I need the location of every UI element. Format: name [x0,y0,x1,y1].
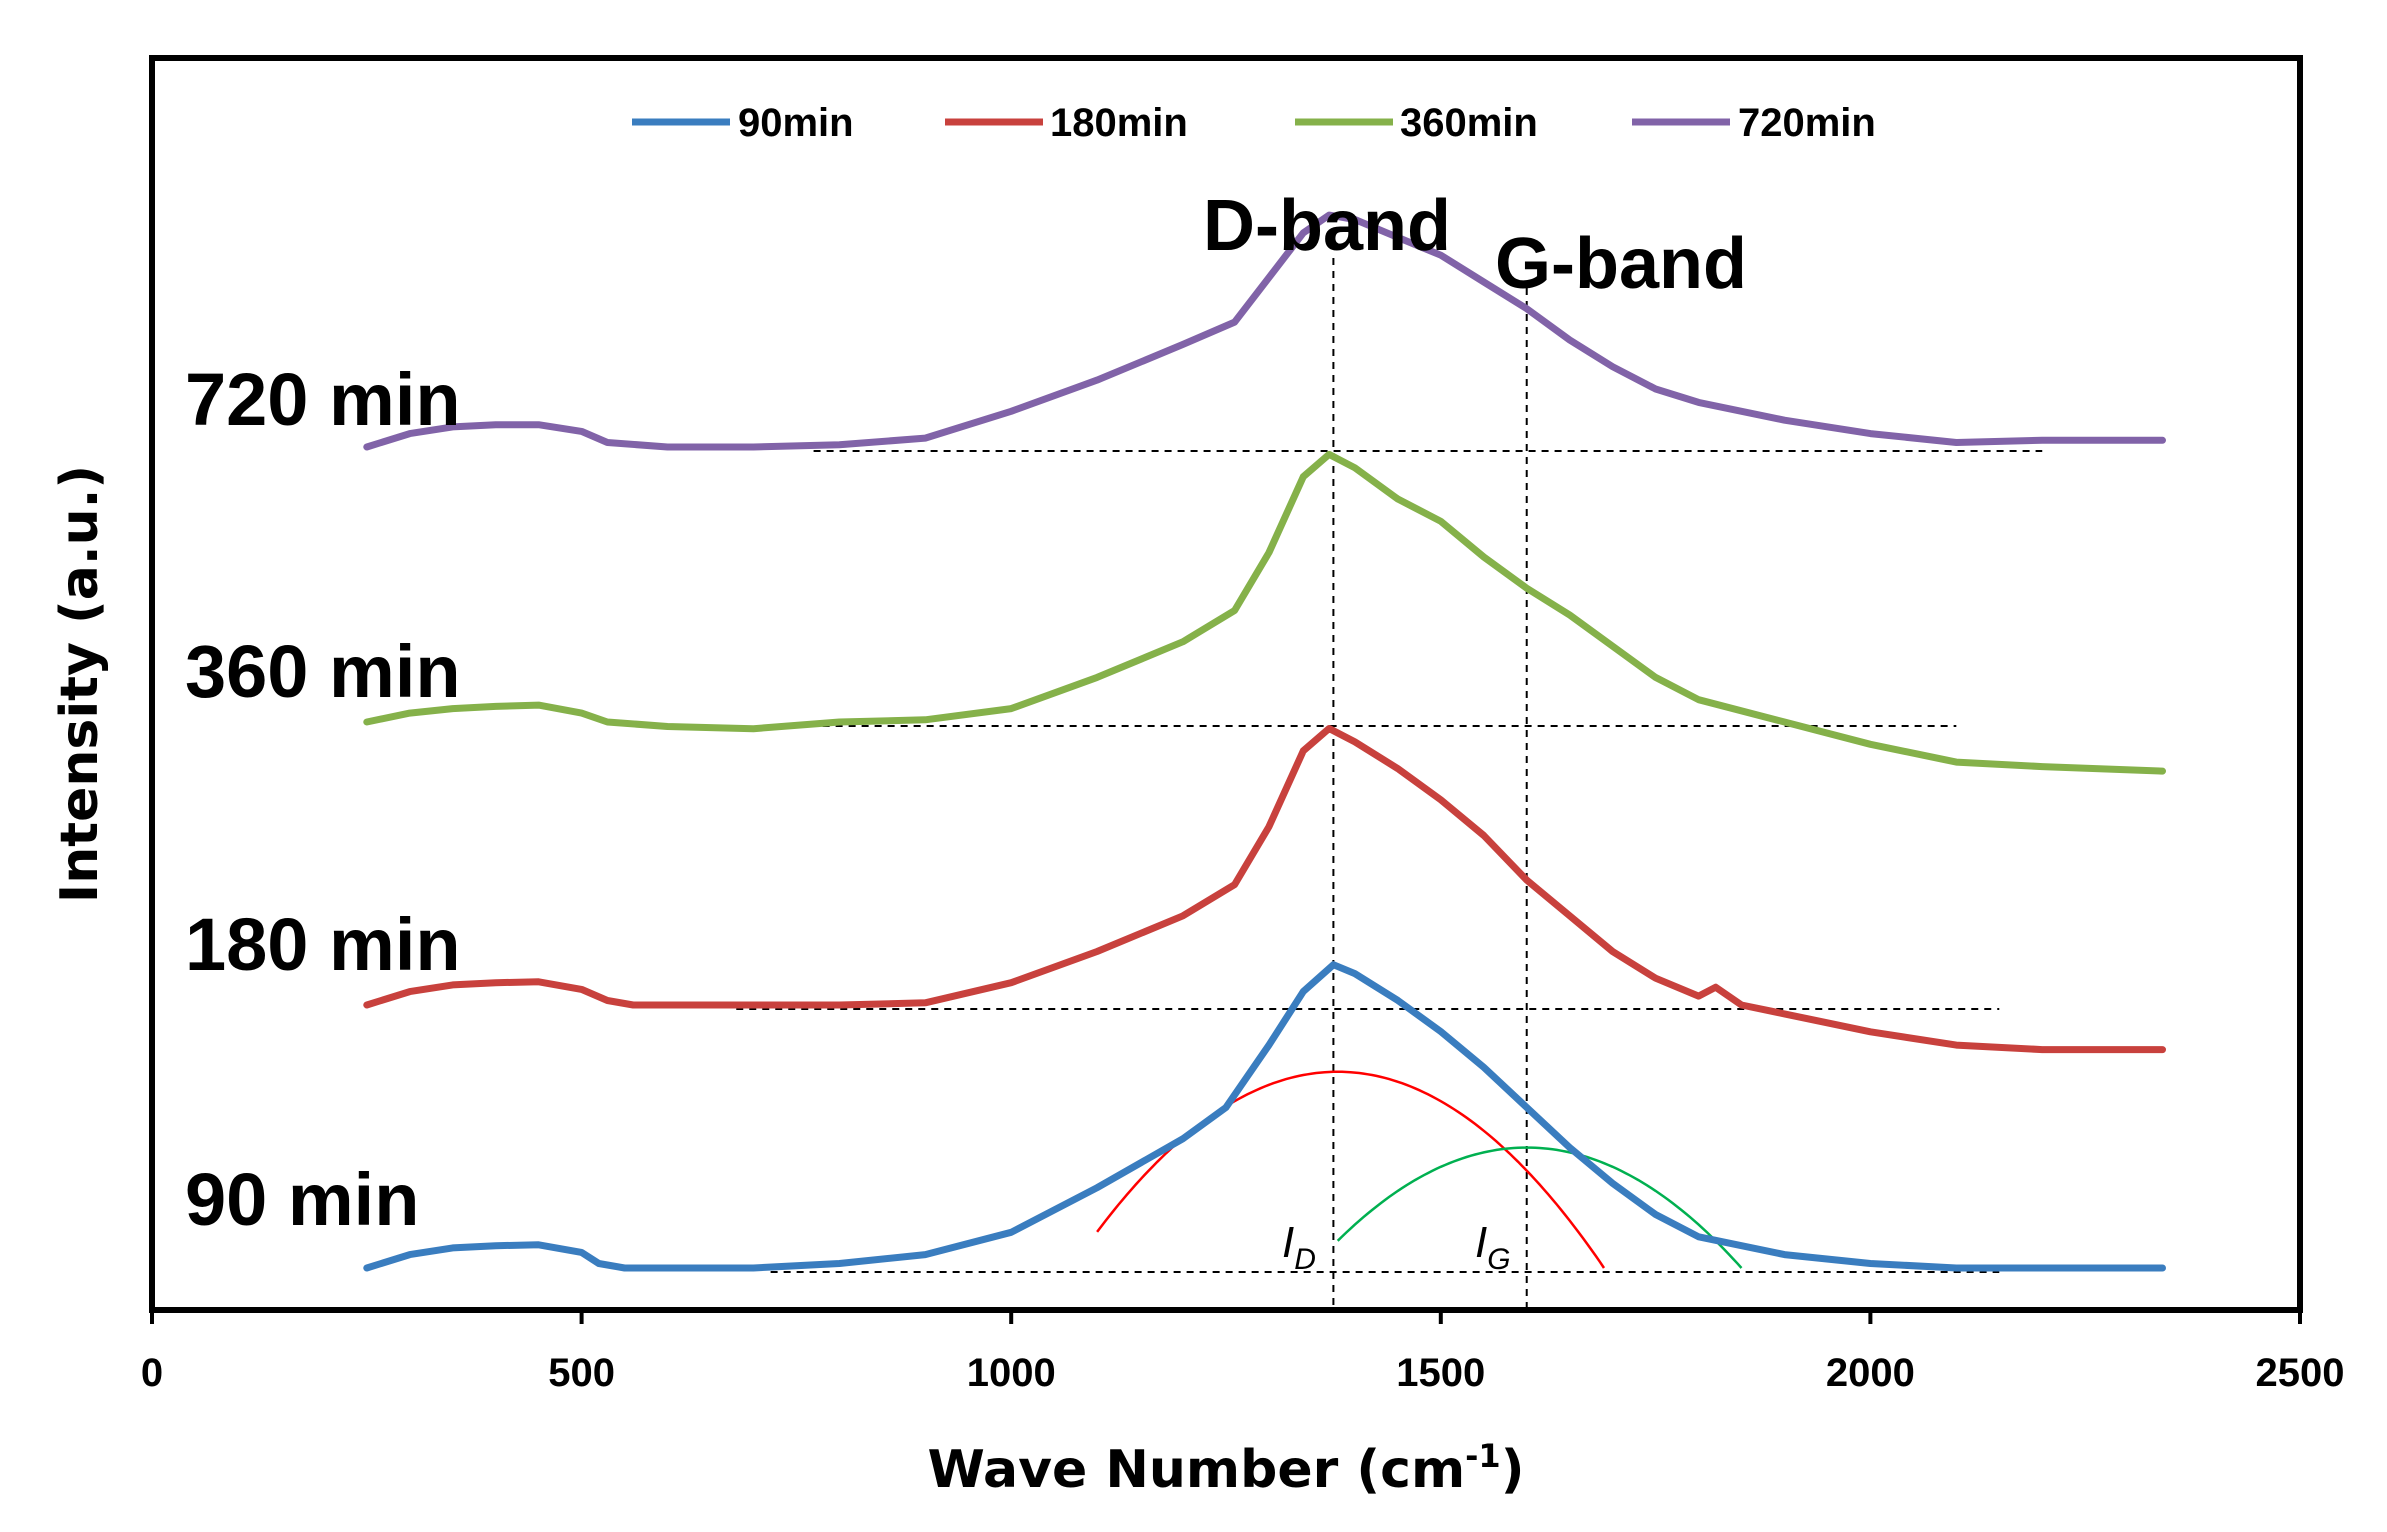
i-g-label: IG [1475,1218,1511,1276]
legend-label-90min: 90min [738,101,854,145]
series-line-90min [363,961,2166,1272]
x-tick-label: 500 [548,1351,615,1395]
g-band-fit-curve [1336,1146,1743,1269]
series-label-360min: 360 min [185,630,461,713]
i-d-label: ID [1282,1218,1316,1276]
x-tick-label: 2500 [2256,1351,2345,1395]
series-label-720min: 720 min [185,358,461,441]
legend-label-360min: 360min [1400,101,1538,145]
x-tick-label: 1500 [1396,1351,1485,1395]
fit-curves [1096,1070,1743,1269]
d-band-label: D-band [1203,186,1451,266]
x-tick-label: 2000 [1826,1351,1915,1395]
series-line-180min [363,725,2166,1054]
series-label-90min: 90 min [185,1158,419,1241]
x-axis-ticks: 0 500 1000 1500 2000 2500 [141,1310,2345,1395]
x-axis-title: Wave Number (cm-1) [928,1437,1525,1500]
baselines [736,450,2043,1273]
legend-label-180min: 180min [1050,101,1188,145]
x-tick-label: 1000 [967,1351,1056,1395]
d-band-fit-curve [1096,1070,1606,1269]
band-guides [1332,258,1528,1310]
g-band-label: G-band [1495,224,1747,304]
x-tick-label: 0 [141,1351,163,1395]
y-axis-title: Intensity (a.u.) [50,465,110,903]
series-line-720min [363,211,2166,451]
plot-frame [149,55,2303,1313]
series-lines [363,211,2166,1272]
legend: 90min 180min 360min 720min [632,101,1876,145]
series-label-180min: 180 min [185,903,461,986]
legend-label-720min: 720min [1738,101,1876,145]
series-line-360min [363,450,2166,775]
